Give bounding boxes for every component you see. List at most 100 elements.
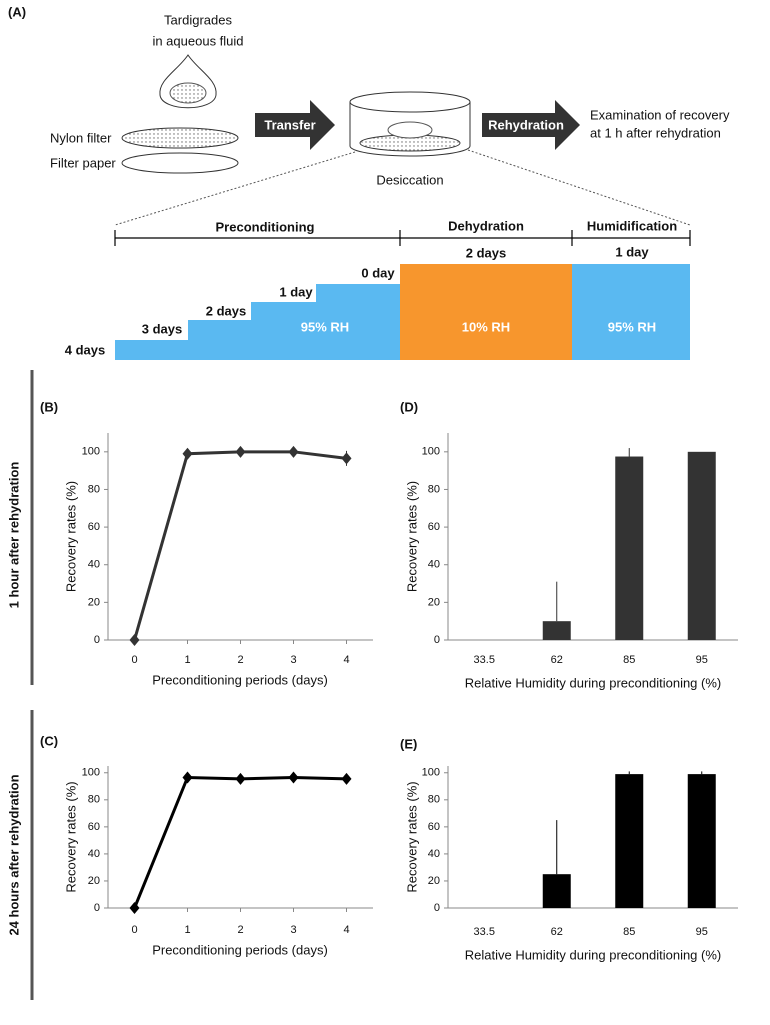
timeline [114, 230, 691, 246]
panel-label: (A) [8, 4, 26, 19]
y-tick-label: 20 [428, 596, 440, 608]
y-tick-label: 60 [88, 521, 100, 533]
series-line [133, 450, 347, 641]
x-tick-label: 2 [237, 654, 243, 666]
y-tick-label: 0 [94, 634, 100, 646]
y-tick-label: 100 [82, 767, 100, 779]
x-axis-label: Relative Humidity during preconditioning… [465, 675, 722, 690]
nylon-filter-label: Nylon filter [50, 130, 112, 145]
bar [615, 774, 644, 908]
sample-label: Tardigrades [164, 12, 232, 27]
duration-label: 1 day [615, 244, 649, 259]
tardigrade [169, 82, 207, 104]
step-label: 0 day [361, 265, 395, 280]
rh-label: 10% RH [462, 319, 510, 334]
marker [341, 772, 352, 785]
x-tick-label: 62 [551, 654, 563, 666]
y-tick-label: 80 [428, 794, 440, 806]
filter-paper [121, 152, 239, 174]
y-tick-label: 100 [422, 767, 440, 779]
y-tick-label: 100 [422, 446, 440, 458]
sample-label: in aqueous fluid [152, 33, 243, 48]
marker [129, 634, 140, 646]
x-tick-label: 3 [290, 654, 296, 666]
x-tick-label: 62 [551, 926, 563, 938]
y-tick-label: 40 [428, 848, 440, 860]
bar [542, 621, 571, 640]
panel-label: (D) [400, 399, 418, 414]
x-tick-label: 95 [696, 654, 708, 666]
x-axis-label: Preconditioning periods (days) [152, 672, 328, 687]
bar [542, 874, 571, 908]
marker [182, 771, 193, 784]
panel-label: (C) [40, 733, 58, 748]
row-label: 1 hour after rehydration [6, 462, 21, 609]
x-tick-label: 2 [237, 924, 243, 936]
x-tick-label: 0 [131, 924, 137, 936]
y-axis-label: Recovery rates (%) [404, 781, 419, 892]
marker [235, 772, 246, 785]
marker [288, 445, 299, 458]
panel-label: (B) [40, 399, 58, 414]
y-tick-label: 40 [88, 848, 100, 860]
phase-label: Preconditioning [216, 219, 315, 234]
x-tick-label: 85 [623, 654, 635, 666]
bar [615, 456, 644, 640]
rh-label: 95% RH [301, 319, 349, 334]
tardigrade [387, 121, 433, 139]
desiccation-label: Desiccation [376, 172, 443, 187]
filter-paper-label: Filter paper [50, 155, 116, 170]
marker [341, 452, 352, 465]
bar [687, 451, 716, 640]
y-axis-label: Recovery rates (%) [63, 481, 78, 592]
y-tick-label: 0 [94, 902, 100, 914]
y-tick-label: 80 [88, 483, 100, 495]
x-tick-label: 4 [343, 654, 349, 666]
y-tick-label: 20 [428, 875, 440, 887]
y-axis-label: Recovery rates (%) [63, 781, 78, 892]
zoom-line [114, 151, 356, 226]
x-tick-label: 85 [623, 926, 635, 938]
y-tick-label: 40 [428, 559, 440, 571]
marker [288, 771, 299, 784]
y-tick-label: 100 [82, 446, 100, 458]
marker [182, 447, 193, 460]
arrow-label: Transfer [264, 117, 315, 132]
bar [687, 774, 716, 908]
dish-top [349, 91, 471, 113]
x-axis-label: Relative Humidity during preconditioning… [465, 947, 722, 962]
y-tick-label: 40 [88, 559, 100, 571]
phase-label: Humidification [587, 218, 677, 233]
rh-label: 95% RH [608, 319, 656, 334]
arrow [255, 100, 335, 150]
y-tick-label: 0 [434, 902, 440, 914]
y-tick-label: 60 [88, 821, 100, 833]
x-tick-label: 95 [696, 926, 708, 938]
step-label: 2 days [206, 303, 246, 318]
marker [129, 902, 140, 914]
dehydration-block [400, 264, 572, 360]
x-tick-label: 1 [184, 654, 190, 666]
y-tick-label: 60 [428, 821, 440, 833]
x-tick-label: 1 [184, 924, 190, 936]
humidification-block [572, 264, 690, 360]
preconditioning-block [115, 284, 400, 360]
x-tick-label: 0 [131, 654, 137, 666]
y-tick-label: 20 [88, 875, 100, 887]
y-axis-label: Recovery rates (%) [404, 481, 419, 592]
y-tick-label: 0 [434, 634, 440, 646]
y-tick-label: 80 [88, 794, 100, 806]
phase-label: Dehydration [448, 218, 524, 233]
duration-label: 2 days [466, 245, 506, 260]
step-label: 4 days [65, 342, 105, 357]
examination-label: Examination of recovery [590, 107, 730, 122]
series-line [133, 775, 347, 909]
panel-label: (E) [400, 736, 417, 751]
nylon-filter [121, 127, 239, 149]
x-axis-label: Preconditioning periods (days) [152, 942, 328, 957]
y-tick-label: 20 [88, 596, 100, 608]
x-tick-label: 3 [290, 924, 296, 936]
y-tick-label: 60 [428, 521, 440, 533]
x-tick-label: 33.5 [474, 926, 495, 938]
zoom-line [467, 149, 691, 226]
